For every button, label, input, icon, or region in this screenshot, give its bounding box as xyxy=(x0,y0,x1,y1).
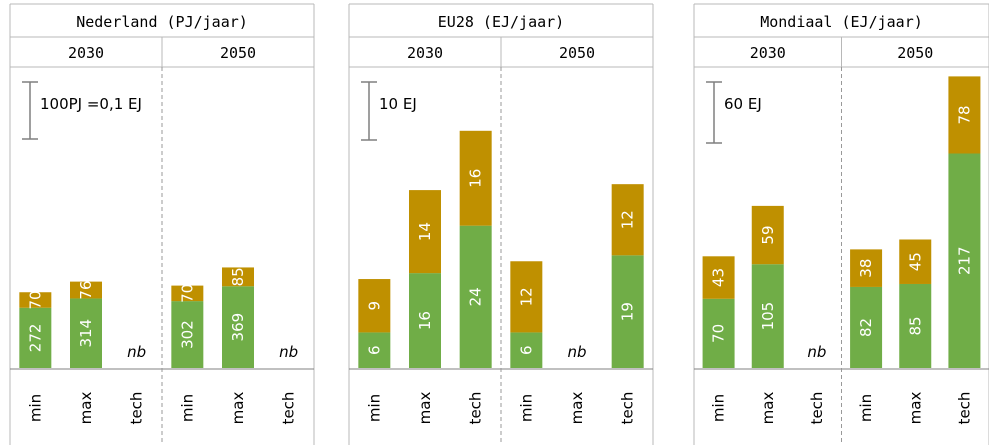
category-label: tech xyxy=(619,392,637,425)
not-determined-label: nb xyxy=(279,343,298,361)
data-label-green: 82 xyxy=(857,318,875,337)
bar-segment-gold xyxy=(702,256,735,299)
data-label-green: 19 xyxy=(619,302,637,321)
data-label-gold: 59 xyxy=(759,225,777,244)
scale-reference: 60 EJ xyxy=(706,81,762,144)
panel-title: Nederland (PJ/jaar) xyxy=(76,13,248,31)
data-label-green: 70 xyxy=(710,324,728,343)
category-label: tech xyxy=(280,392,298,425)
data-label-green: 6 xyxy=(517,345,535,355)
category-label: min xyxy=(178,394,196,422)
bar-segment-green xyxy=(222,286,254,368)
panel-title: Mondiaal (EJ/jaar) xyxy=(760,13,923,31)
data-label-gold: 16 xyxy=(467,169,485,188)
bar-segment-green xyxy=(70,298,102,368)
scale-reference: 10 EJ xyxy=(361,81,417,141)
bar-segment-green xyxy=(611,255,644,368)
data-label-gold: 78 xyxy=(955,105,973,124)
bar-segment-green xyxy=(19,307,52,368)
data-label-gold: 76 xyxy=(77,280,95,299)
bar-segment-green xyxy=(358,332,391,368)
scale-label: 60 EJ xyxy=(724,95,762,113)
bar-segment-gold xyxy=(948,76,981,154)
data-label-green: 6 xyxy=(365,345,383,355)
bar-segment-gold xyxy=(459,130,492,226)
category-label: max xyxy=(759,392,777,425)
not-determined-label: nb xyxy=(127,343,146,361)
year-label: 2030 xyxy=(750,44,786,62)
bar-segment-gold xyxy=(611,184,644,256)
bar-segment-green xyxy=(702,298,735,368)
bar-segment-green xyxy=(899,283,932,368)
bar-segment-green xyxy=(409,273,441,368)
bar-segment-gold xyxy=(70,281,102,299)
bar-segment-gold xyxy=(850,249,883,287)
data-label-gold: 70 xyxy=(178,284,196,303)
bar-segment-green xyxy=(171,301,204,368)
data-label-gold: 70 xyxy=(26,290,44,309)
bar-segment-green xyxy=(948,153,981,368)
chart-panel: EU28 (EJ/jaar) 2030 2050 10 EJ min 6 9 max 16 14 t… xyxy=(348,3,654,445)
bar-segment-green xyxy=(459,225,492,368)
data-label-gold: 14 xyxy=(416,222,434,241)
data-label-gold: 38 xyxy=(857,259,875,278)
data-label-green: 85 xyxy=(906,316,924,335)
category-label: tech xyxy=(955,392,973,425)
chart-panel: Nederland (PJ/jaar) 2030 2050 100PJ =0,1 EJ… xyxy=(9,3,315,445)
category-label: min xyxy=(710,394,728,422)
data-label-green: 217 xyxy=(955,246,973,275)
data-label-green: 272 xyxy=(26,324,44,353)
category-label: min xyxy=(857,394,875,422)
scale-label: 10 EJ xyxy=(379,95,417,113)
category-label: min xyxy=(365,394,383,422)
category-label: min xyxy=(26,394,44,422)
year-label: 2030 xyxy=(407,44,443,62)
category-label: tech xyxy=(808,392,826,425)
year-label: 2050 xyxy=(220,44,256,62)
data-label-green: 24 xyxy=(467,287,485,306)
bar-segment-green xyxy=(510,332,543,368)
bar-segment-gold xyxy=(751,205,784,265)
category-label: max xyxy=(568,392,586,425)
data-label-gold: 43 xyxy=(710,268,728,287)
year-label: 2030 xyxy=(68,44,104,62)
data-label-green: 105 xyxy=(759,302,777,331)
year-label: 2050 xyxy=(559,44,595,62)
data-label-gold: 45 xyxy=(906,252,924,271)
category-label: tech xyxy=(467,392,485,425)
category-label: max xyxy=(77,392,95,425)
not-determined-label: nb xyxy=(807,343,826,361)
panel-title: EU28 (EJ/jaar) xyxy=(438,13,564,31)
category-label: max xyxy=(906,392,924,425)
data-label-green: 302 xyxy=(178,320,196,349)
bar-segment-gold xyxy=(409,190,441,274)
data-label-gold: 12 xyxy=(517,287,535,306)
bar-segment-gold xyxy=(19,292,52,308)
bar-segment-green xyxy=(751,264,784,368)
category-label: max xyxy=(416,392,434,425)
bar-segment-gold xyxy=(899,239,932,284)
category-label: max xyxy=(229,392,247,425)
data-label-green: 16 xyxy=(416,311,434,330)
category-label: tech xyxy=(128,392,146,425)
not-determined-label: nb xyxy=(567,343,586,361)
scale-label: 100PJ =0,1 EJ xyxy=(40,95,142,113)
bar-segment-gold xyxy=(358,279,391,333)
bar-segment-gold xyxy=(171,285,204,302)
chart-panel: Mondiaal (EJ/jaar) 2030 2050 60 EJ min 70 43 ma… xyxy=(693,3,989,445)
scale-reference: 100PJ =0,1 EJ xyxy=(22,81,142,140)
bar-segment-gold xyxy=(510,261,543,333)
year-label: 2050 xyxy=(897,44,933,62)
data-label-gold: 9 xyxy=(365,301,383,311)
data-label-gold: 12 xyxy=(619,210,637,229)
bar-segment-green xyxy=(850,286,883,368)
bar-segment-gold xyxy=(222,267,254,287)
data-label-green: 314 xyxy=(77,319,95,348)
data-label-green: 369 xyxy=(229,313,247,342)
category-label: min xyxy=(517,394,535,422)
data-label-gold: 85 xyxy=(229,267,247,286)
